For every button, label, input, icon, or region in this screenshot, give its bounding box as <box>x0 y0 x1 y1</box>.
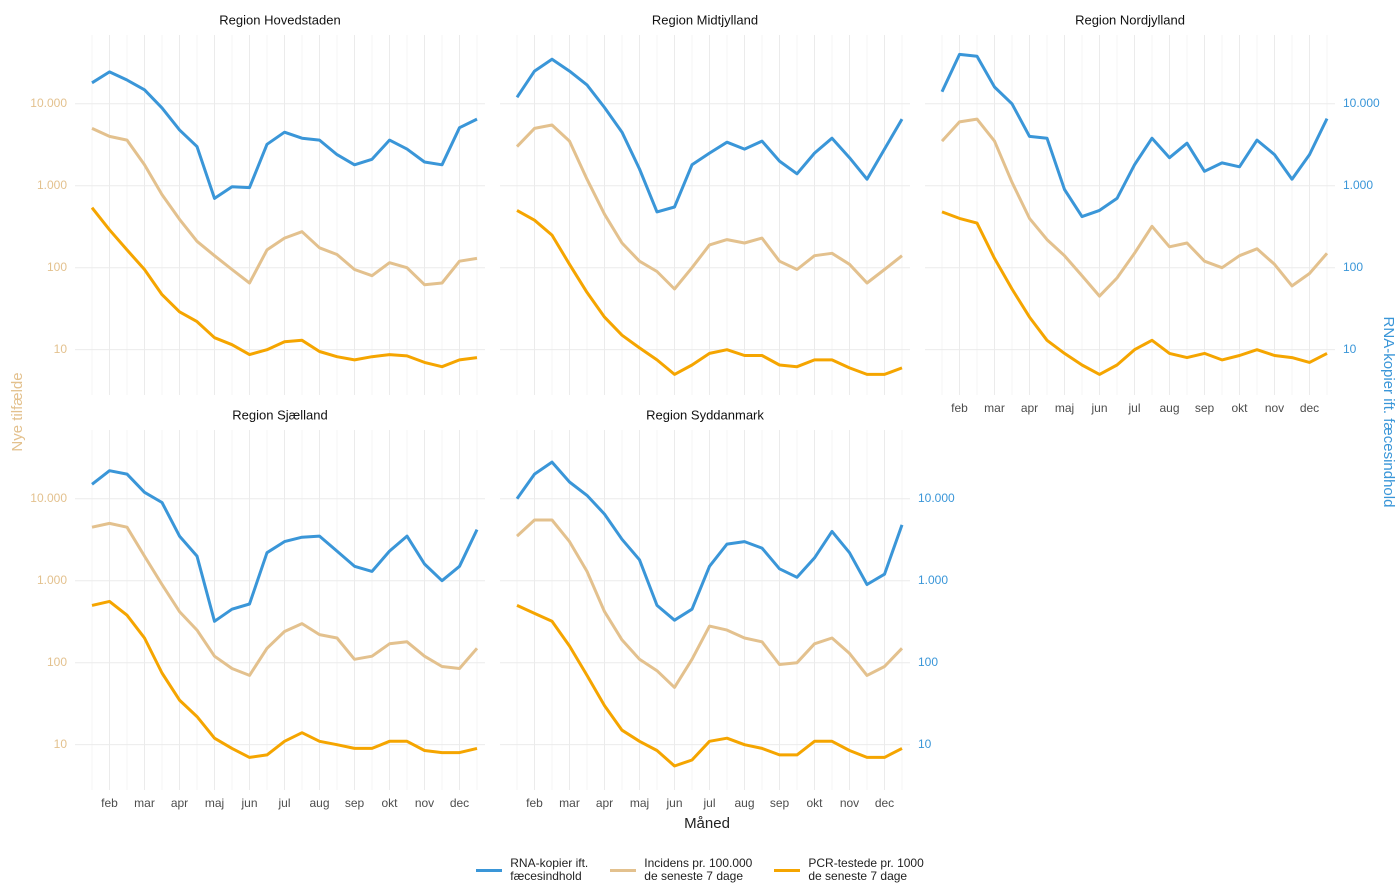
y-tick-label: 100 <box>47 260 67 274</box>
y-axis-title: Nye tilfælde <box>9 372 26 451</box>
x-tick-label: dec <box>1300 401 1319 415</box>
x-tick-label: jun <box>1090 401 1107 415</box>
legend-item: RNA-kopier ift. fæcesindhold <box>476 857 588 883</box>
x-tick-label: jul <box>1127 401 1140 415</box>
x-tick-label: mar <box>559 796 580 810</box>
legend-item: Incidens pr. 100.000 de seneste 7 dage <box>610 857 752 883</box>
x-tick-label: sep <box>770 796 790 810</box>
x-tick-label: jul <box>277 796 290 810</box>
x-tick-label: feb <box>526 796 543 810</box>
y-tick-label: 1.000 <box>37 573 67 587</box>
x-tick-label: nov <box>415 796 434 810</box>
panel-title: Region Hovedstaden <box>219 12 340 27</box>
series-line <box>515 123 903 291</box>
legend-label: PCR-testede pr. 1000 de seneste 7 dage <box>808 856 924 883</box>
panel-title: Region Midtjylland <box>652 12 758 27</box>
series-line <box>91 70 478 200</box>
y-tick-label: 10 <box>54 342 68 356</box>
series-line <box>91 521 479 677</box>
series-line <box>91 469 479 623</box>
x-tick-label: jun <box>240 796 257 810</box>
series-line <box>516 604 903 768</box>
x-tick-label: okt <box>806 796 823 810</box>
x-tick-label: jun <box>665 796 682 810</box>
y-tick-label: 1.000 <box>37 178 67 192</box>
x-tick-label: mar <box>984 401 1005 415</box>
y2-tick-label: 100 <box>918 655 938 669</box>
x-tick-label: mar <box>134 796 155 810</box>
x-tick-label: sep <box>1195 401 1215 415</box>
y2-tick-label: 1.000 <box>918 573 948 587</box>
x-tick-label: feb <box>101 796 118 810</box>
x-tick-label: dec <box>450 796 469 810</box>
series-line <box>941 210 1328 376</box>
y2-axis-title: RNA-kopier ift. fæcesindhold <box>1380 317 1397 508</box>
x-tick-label: aug <box>309 796 329 810</box>
series-line <box>515 518 904 689</box>
legend-label: Incidens pr. 100.000 de seneste 7 dage <box>644 856 753 883</box>
x-tick-label: apr <box>1021 401 1038 415</box>
panel-title: Region Syddanmark <box>646 407 764 422</box>
x-tick-label: nov <box>1265 401 1284 415</box>
x-tick-label: nov <box>840 796 859 810</box>
x-tick-label: feb <box>951 401 968 415</box>
series-line <box>91 599 478 759</box>
x-tick-label: aug <box>1159 401 1179 415</box>
y2-tick-label: 100 <box>1343 260 1363 274</box>
y-tick-label: 10.000 <box>30 96 67 110</box>
x-tick-label: maj <box>1055 401 1074 415</box>
legend-item: PCR-testede pr. 1000 de seneste 7 dage <box>774 856 924 883</box>
x-tick-label: apr <box>171 796 188 810</box>
series-line <box>90 206 478 369</box>
legend-swatch <box>610 868 637 872</box>
x-tick-label: apr <box>596 796 613 810</box>
legend-swatch <box>476 868 503 872</box>
series-line <box>516 209 903 376</box>
x-axis-title: Måned <box>684 815 730 832</box>
y-tick-label: 10.000 <box>30 491 67 505</box>
y2-tick-label: 1.000 <box>1343 178 1373 192</box>
x-tick-label: aug <box>734 796 754 810</box>
panel-title: Region Sjælland <box>232 407 327 422</box>
x-tick-label: okt <box>1231 401 1248 415</box>
y2-tick-label: 10.000 <box>1343 96 1380 110</box>
x-tick-label: dec <box>875 796 894 810</box>
y-tick-label: 10 <box>54 737 68 751</box>
series-line <box>515 57 904 214</box>
x-tick-label: jul <box>702 796 715 810</box>
x-tick-label: maj <box>630 796 649 810</box>
x-tick-label: maj <box>205 796 224 810</box>
legend-label: RNA-kopier ift. fæcesindhold <box>510 856 589 883</box>
series-line <box>515 460 904 622</box>
x-tick-label: sep <box>345 796 365 810</box>
series-line <box>940 117 1329 298</box>
y2-tick-label: 10 <box>1343 342 1357 356</box>
legend-swatch <box>774 868 801 872</box>
series-line <box>91 127 478 287</box>
legend: RNA-kopier ift. fæcesindhold Incidens pr.… <box>0 857 1400 883</box>
x-tick-label: okt <box>381 796 398 810</box>
y-tick-label: 100 <box>47 655 67 669</box>
y2-tick-label: 10 <box>918 737 932 751</box>
y2-tick-label: 10.000 <box>918 491 955 505</box>
series-line <box>940 52 1329 219</box>
panel-title: Region Nordjylland <box>1075 12 1185 27</box>
